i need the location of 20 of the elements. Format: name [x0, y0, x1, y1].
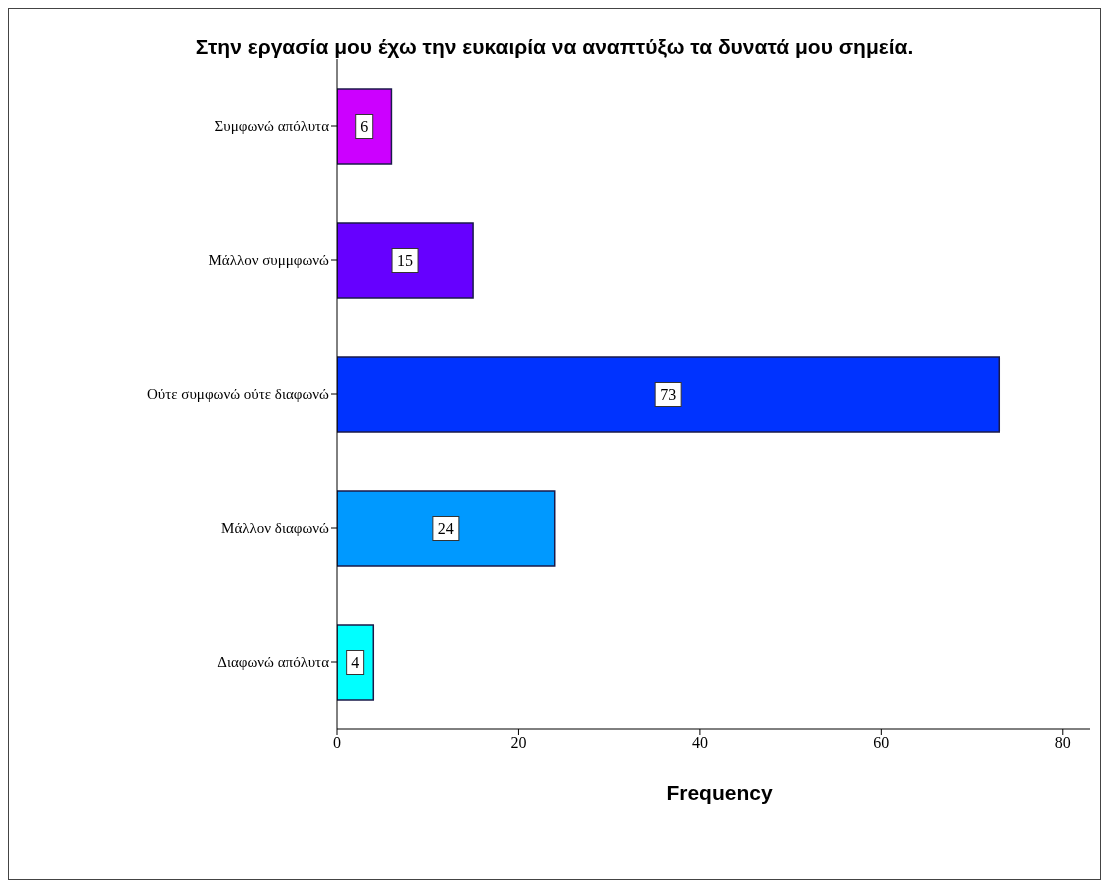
- data-label: 6: [360, 117, 369, 135]
- x-tick-label: 80: [1054, 734, 1071, 752]
- data-label: 15: [397, 251, 414, 269]
- y-tick-label: Διαφωνώ απόλυτα: [217, 654, 330, 671]
- data-label: 73: [660, 385, 677, 403]
- data-label: 24: [437, 519, 454, 537]
- y-tick-label: Μάλλον συμμφωνώ: [208, 252, 330, 269]
- x-tick-label: 40: [691, 734, 708, 752]
- y-tick-label: Μάλλον διαφωνώ: [221, 520, 330, 537]
- x-tick-label: 60: [873, 734, 890, 752]
- chart-title: Στην εργασία μου έχω την ευκαιρία να αναπτύξω τα δυνατά μου σημεία.: [194, 35, 915, 59]
- x-tick-label: 0: [333, 734, 341, 752]
- bar: [337, 222, 474, 299]
- data-label: 4: [351, 653, 360, 671]
- bar: [337, 490, 556, 567]
- x-tick-label: 20: [510, 734, 527, 752]
- bar: [337, 356, 1001, 433]
- x-axis-title: Frequency: [665, 781, 774, 805]
- y-tick-label: Συμφωνώ απόλυτα: [214, 118, 330, 135]
- y-tick-label: Ούτε συμφωνώ ούτε διαφωνώ: [147, 386, 330, 403]
